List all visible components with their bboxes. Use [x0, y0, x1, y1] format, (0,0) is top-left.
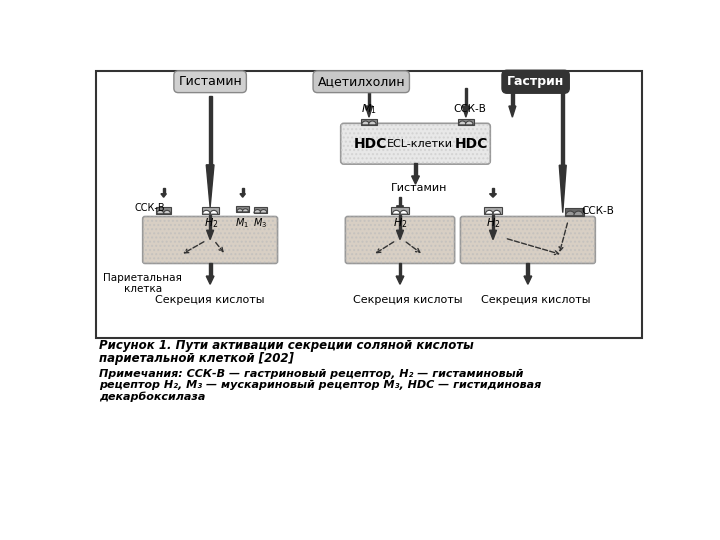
Polygon shape	[366, 106, 372, 117]
Bar	[361, 119, 377, 125]
Text: HDC: HDC	[454, 137, 488, 151]
Text: ССК-В: ССК-В	[454, 104, 486, 114]
Wedge shape	[465, 121, 473, 125]
Bar	[368, 88, 370, 106]
Text: ССК-В: ССК-В	[135, 203, 165, 213]
Text: ECL-клетки: ECL-клетки	[387, 139, 452, 148]
Wedge shape	[369, 121, 377, 125]
Wedge shape	[254, 210, 261, 213]
Wedge shape	[237, 209, 243, 212]
Bar	[242, 188, 243, 194]
Wedge shape	[493, 211, 500, 214]
Bar	[253, 207, 267, 213]
Bar	[156, 207, 171, 214]
Text: париетальной клеткой [202]: париетальной клеткой [202]	[99, 352, 294, 365]
Text: ССК-В: ССК-В	[581, 206, 614, 216]
Wedge shape	[485, 211, 493, 214]
Wedge shape	[566, 211, 575, 215]
Wedge shape	[574, 211, 583, 215]
FancyBboxPatch shape	[346, 217, 454, 264]
Text: $H_2$: $H_2$	[392, 217, 408, 231]
Text: $H_2$: $H_2$	[486, 217, 500, 231]
Wedge shape	[260, 210, 267, 213]
Polygon shape	[524, 276, 532, 284]
Polygon shape	[206, 165, 214, 207]
FancyBboxPatch shape	[143, 217, 277, 264]
Polygon shape	[559, 165, 566, 213]
Text: Гистамин: Гистамин	[179, 75, 242, 88]
Text: Секреция кислоты: Секреция кислоты	[353, 295, 462, 305]
Polygon shape	[490, 230, 497, 240]
Bar	[399, 197, 401, 206]
Bar	[511, 88, 513, 106]
Bar	[492, 188, 495, 194]
Text: Париетальная
клетка: Париетальная клетка	[103, 273, 182, 294]
Bar	[202, 207, 219, 214]
Polygon shape	[397, 230, 403, 240]
Wedge shape	[163, 211, 171, 214]
Bar	[236, 206, 249, 212]
Wedge shape	[243, 209, 248, 212]
Polygon shape	[240, 194, 246, 197]
Wedge shape	[210, 211, 217, 214]
Wedge shape	[392, 211, 400, 214]
Text: Рисунок 1. Пути активации секреции соляной кислоты: Рисунок 1. Пути активации секреции солян…	[99, 339, 474, 353]
Bar	[399, 215, 401, 230]
Bar	[392, 207, 408, 214]
Text: Гистамин: Гистамин	[391, 183, 448, 193]
Text: $H_2$: $H_2$	[204, 217, 218, 231]
Bar	[485, 207, 502, 214]
Wedge shape	[459, 121, 467, 125]
Bar	[526, 262, 529, 276]
Wedge shape	[400, 211, 408, 214]
Bar	[96, 71, 642, 338]
Bar	[492, 215, 495, 230]
Text: $M_1$: $M_1$	[361, 103, 377, 116]
Text: HDC: HDC	[354, 137, 387, 151]
FancyBboxPatch shape	[341, 123, 490, 164]
Bar	[414, 163, 417, 176]
Bar	[458, 119, 474, 125]
Polygon shape	[396, 276, 404, 284]
Wedge shape	[202, 211, 210, 214]
Text: рецептор H₂, M₃ — мускариновый рецептор M₃, HDC — гистидиновая: рецептор H₂, M₃ — мускариновый рецептор …	[99, 380, 541, 390]
Text: Секреция кислоты: Секреция кислоты	[481, 295, 590, 305]
Polygon shape	[490, 194, 497, 197]
Bar	[163, 188, 165, 194]
Polygon shape	[161, 194, 166, 197]
FancyBboxPatch shape	[461, 217, 595, 264]
Bar	[209, 262, 212, 276]
Polygon shape	[206, 276, 214, 284]
Bar	[565, 208, 584, 215]
Bar	[464, 88, 467, 106]
Wedge shape	[157, 211, 163, 214]
Text: $M_1$: $M_1$	[235, 216, 249, 229]
Wedge shape	[361, 121, 369, 125]
Text: Ацетилхолин: Ацетилхолин	[318, 75, 405, 88]
Bar	[399, 262, 402, 276]
Text: Гастрин: Гастрин	[507, 75, 564, 88]
Text: $M_3$: $M_3$	[253, 217, 268, 231]
Text: декарбоксилаза: декарбоксилаза	[99, 392, 206, 402]
Text: Примечания: ССК-В — гастриновый рецептор, H₂ — гистаминовый: Примечания: ССК-В — гастриновый рецептор…	[99, 368, 523, 379]
Polygon shape	[207, 230, 214, 240]
Text: Секреция кислоты: Секреция кислоты	[156, 295, 265, 305]
Polygon shape	[397, 206, 403, 211]
Bar	[209, 96, 212, 165]
Polygon shape	[462, 106, 469, 117]
Bar	[209, 215, 212, 230]
Bar	[562, 88, 564, 165]
Polygon shape	[412, 176, 419, 184]
Polygon shape	[509, 106, 516, 117]
